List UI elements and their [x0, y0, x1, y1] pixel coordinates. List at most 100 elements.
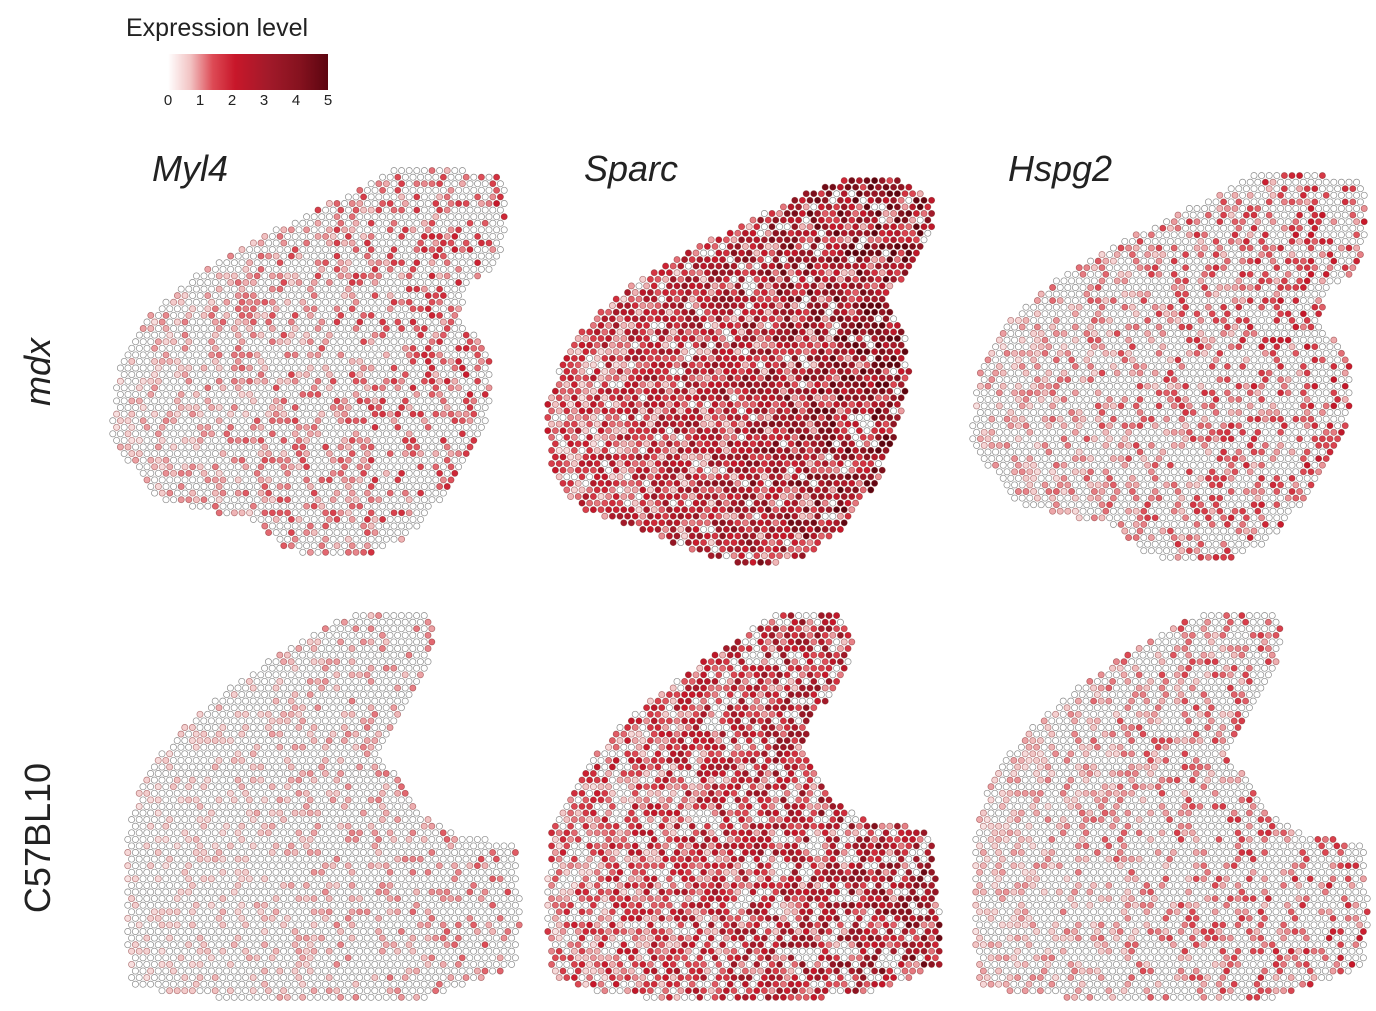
tissue-spot — [855, 466, 863, 474]
tissue-spot — [443, 311, 451, 319]
tissue-spot — [734, 479, 742, 487]
tissue-spot — [563, 420, 571, 428]
tissue-spot — [341, 423, 349, 431]
tissue-spot — [337, 417, 345, 425]
tissue-spot — [605, 335, 613, 342]
tissue-spot — [447, 173, 455, 181]
tissue-spot — [337, 522, 345, 530]
tissue-spot — [1132, 323, 1140, 331]
tissue-spot — [768, 210, 776, 217]
tissue-spot — [1132, 244, 1140, 252]
tissue-spot — [878, 348, 886, 356]
tissue-spot — [192, 417, 200, 425]
tissue-spot — [1071, 323, 1079, 331]
tissue-spot — [1113, 277, 1121, 285]
tissue-spot — [586, 381, 594, 389]
tissue-spot — [436, 338, 444, 346]
tissue-spot — [722, 367, 730, 375]
tissue-spot — [654, 328, 662, 336]
tissue-spot — [356, 213, 364, 221]
tissue-spot — [1197, 277, 1205, 285]
tissue-spot — [635, 308, 643, 316]
tissue-spot — [204, 450, 212, 458]
tissue-spot — [162, 469, 170, 477]
tissue-spot — [447, 371, 455, 379]
tissue-spot — [356, 476, 364, 484]
tissue-spot — [802, 479, 810, 487]
tissue-spot — [806, 473, 814, 481]
tissue-spot — [589, 493, 597, 500]
tissue-spot — [730, 420, 738, 428]
tissue-spot — [265, 476, 273, 484]
tissue-spot — [1068, 330, 1076, 337]
tissue-spot — [230, 338, 238, 346]
tissue-spot — [132, 377, 140, 385]
tissue-spot — [208, 377, 216, 385]
tissue-spot — [1128, 237, 1136, 245]
tissue-spot — [299, 364, 307, 372]
tissue-spot — [1239, 257, 1247, 265]
tissue-spot — [432, 344, 440, 352]
tissue-spot — [1239, 297, 1247, 305]
tissue-spot — [681, 335, 689, 342]
tissue-spot — [170, 390, 178, 398]
tissue-spot — [1246, 257, 1254, 265]
tissue-spot — [852, 262, 860, 270]
tissue-spot — [227, 305, 235, 313]
tissue-spot — [890, 328, 898, 336]
tissue-spot — [325, 463, 333, 471]
tissue-spot — [605, 321, 613, 329]
tissue-spot — [265, 331, 273, 339]
tissue-spot — [658, 374, 666, 382]
tissue-spot — [1140, 270, 1148, 278]
tissue-spot — [470, 410, 478, 418]
tissue-spot — [314, 469, 322, 477]
tissue-spot — [333, 305, 341, 313]
tissue-spot — [375, 272, 383, 280]
tissue-spot — [548, 460, 556, 468]
tissue-spot — [795, 203, 803, 211]
tissue-spot — [1208, 270, 1216, 278]
tissue-spot — [616, 328, 624, 336]
tissue-spot — [458, 272, 466, 280]
tissue-spot — [204, 279, 212, 286]
tissue-spot — [325, 226, 333, 234]
tissue-spot — [874, 460, 882, 468]
tissue-spot — [779, 335, 787, 342]
legend-tick-label: 1 — [195, 92, 205, 109]
tissue-spot — [439, 318, 447, 326]
tissue-spot — [696, 242, 704, 250]
spatial-panel-myl4-mdx — [109, 167, 508, 556]
tissue-spot — [173, 371, 181, 379]
tissue-spot — [821, 289, 829, 296]
tissue-spot — [665, 493, 673, 500]
tissue-spot — [639, 354, 647, 362]
tissue-spot — [608, 341, 616, 349]
tissue-spot — [420, 285, 428, 293]
tissue-spot — [901, 335, 909, 342]
tissue-spot — [749, 361, 757, 369]
tissue-spot — [681, 400, 689, 408]
tissue-spot — [825, 282, 833, 290]
tissue-spot — [635, 348, 643, 356]
tissue-spot — [363, 423, 371, 431]
tissue-spot — [189, 384, 197, 392]
tissue-spot — [257, 423, 265, 431]
tissue-spot — [265, 436, 273, 444]
tissue-spot — [593, 486, 601, 494]
tissue-spot — [1193, 284, 1201, 291]
tissue-spot — [280, 357, 288, 365]
tissue-spot — [238, 469, 246, 477]
tissue-spot — [375, 351, 383, 359]
tissue-spot — [582, 335, 590, 342]
tissue-spot — [817, 203, 825, 211]
tissue-spot — [318, 344, 326, 352]
tissue-spot — [730, 473, 738, 481]
tissue-spot — [466, 443, 474, 451]
tissue-spot — [840, 427, 848, 435]
tissue-spot — [597, 493, 605, 500]
tissue-spot — [1128, 264, 1136, 272]
tissue-spot — [1068, 277, 1076, 285]
tissue-spot — [322, 206, 330, 214]
tissue-spot — [605, 453, 613, 461]
